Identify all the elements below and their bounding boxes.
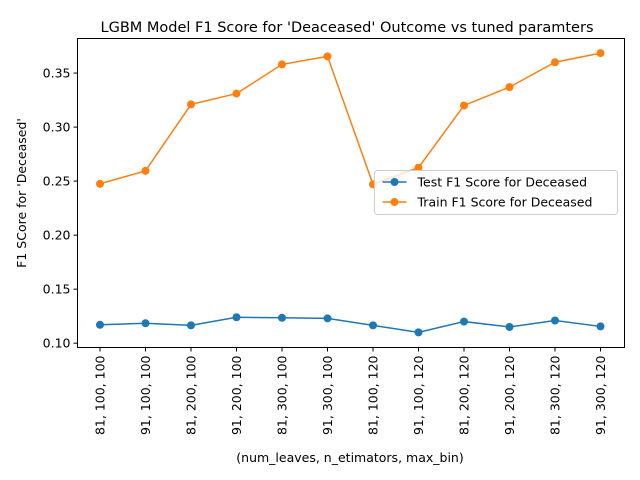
plot-frame bbox=[77, 38, 625, 348]
data-point bbox=[505, 322, 514, 331]
y-axis-label: F1 SCore for 'Deceased' bbox=[14, 118, 29, 268]
x-tick-label: 91, 100, 120 bbox=[411, 355, 426, 435]
x-tick-label: 91, 300, 100 bbox=[320, 355, 335, 435]
y-tick-label: 0.15 bbox=[43, 282, 71, 297]
data-point bbox=[551, 316, 559, 325]
x-tick-label: 91, 200, 100 bbox=[229, 355, 244, 435]
data-point bbox=[414, 163, 423, 172]
data-point bbox=[232, 89, 241, 98]
data-point bbox=[187, 100, 195, 109]
series-line-1 bbox=[99, 52, 601, 186]
legend-label: Test F1 Score for Deceased bbox=[417, 175, 588, 190]
chart-title: LGBM Model F1 Score for 'Deaceased' Outc… bbox=[101, 20, 594, 36]
data-point bbox=[278, 313, 286, 322]
y-tick-label: 0.25 bbox=[43, 174, 71, 189]
x-tick-label: 91, 200, 120 bbox=[502, 355, 517, 435]
legend-marker bbox=[390, 198, 399, 206]
data-point bbox=[460, 317, 468, 326]
x-axis-label: (num_leaves, n_etimators, max_bin) bbox=[236, 450, 463, 465]
y-tick-label: 0.10 bbox=[43, 336, 71, 351]
data-point bbox=[596, 49, 605, 58]
x-tick-label: 81, 300, 120 bbox=[548, 355, 563, 435]
data-point bbox=[323, 52, 332, 61]
data-point bbox=[414, 328, 423, 337]
x-tick-label: 81, 200, 100 bbox=[184, 355, 199, 435]
legend-label: Train F1 Score for Deceased bbox=[417, 195, 593, 210]
data-point bbox=[505, 83, 514, 92]
legend: Test F1 Score for Deceased Train F1 Score… bbox=[374, 170, 618, 215]
x-tick-label: 81, 200, 120 bbox=[457, 355, 472, 435]
data-point bbox=[369, 321, 377, 330]
legend-marker bbox=[390, 178, 399, 186]
x-tick-label: 91, 100, 100 bbox=[138, 355, 153, 435]
data-point bbox=[460, 101, 468, 110]
y-tick-label: 0.35 bbox=[43, 66, 71, 81]
data-point bbox=[596, 322, 605, 331]
x-tick-label: 81, 100, 100 bbox=[93, 355, 108, 435]
data-point bbox=[141, 319, 150, 328]
data-point bbox=[96, 320, 104, 329]
x-tick-label: 81, 100, 120 bbox=[366, 355, 381, 435]
data-point bbox=[323, 314, 332, 323]
data-point bbox=[96, 179, 104, 188]
data-point bbox=[141, 166, 150, 175]
x-tick-label: 91, 300, 120 bbox=[593, 355, 608, 435]
data-point bbox=[278, 60, 286, 69]
series-line-0 bbox=[99, 316, 601, 334]
y-tick-label: 0.30 bbox=[43, 120, 71, 135]
data-point bbox=[232, 313, 241, 322]
data-point bbox=[551, 58, 559, 67]
plot-area bbox=[96, 49, 605, 337]
y-tick-label: 0.20 bbox=[43, 228, 71, 243]
legend-box bbox=[374, 170, 618, 215]
data-point bbox=[187, 321, 195, 330]
x-tick-label: 81, 300, 100 bbox=[275, 355, 290, 435]
